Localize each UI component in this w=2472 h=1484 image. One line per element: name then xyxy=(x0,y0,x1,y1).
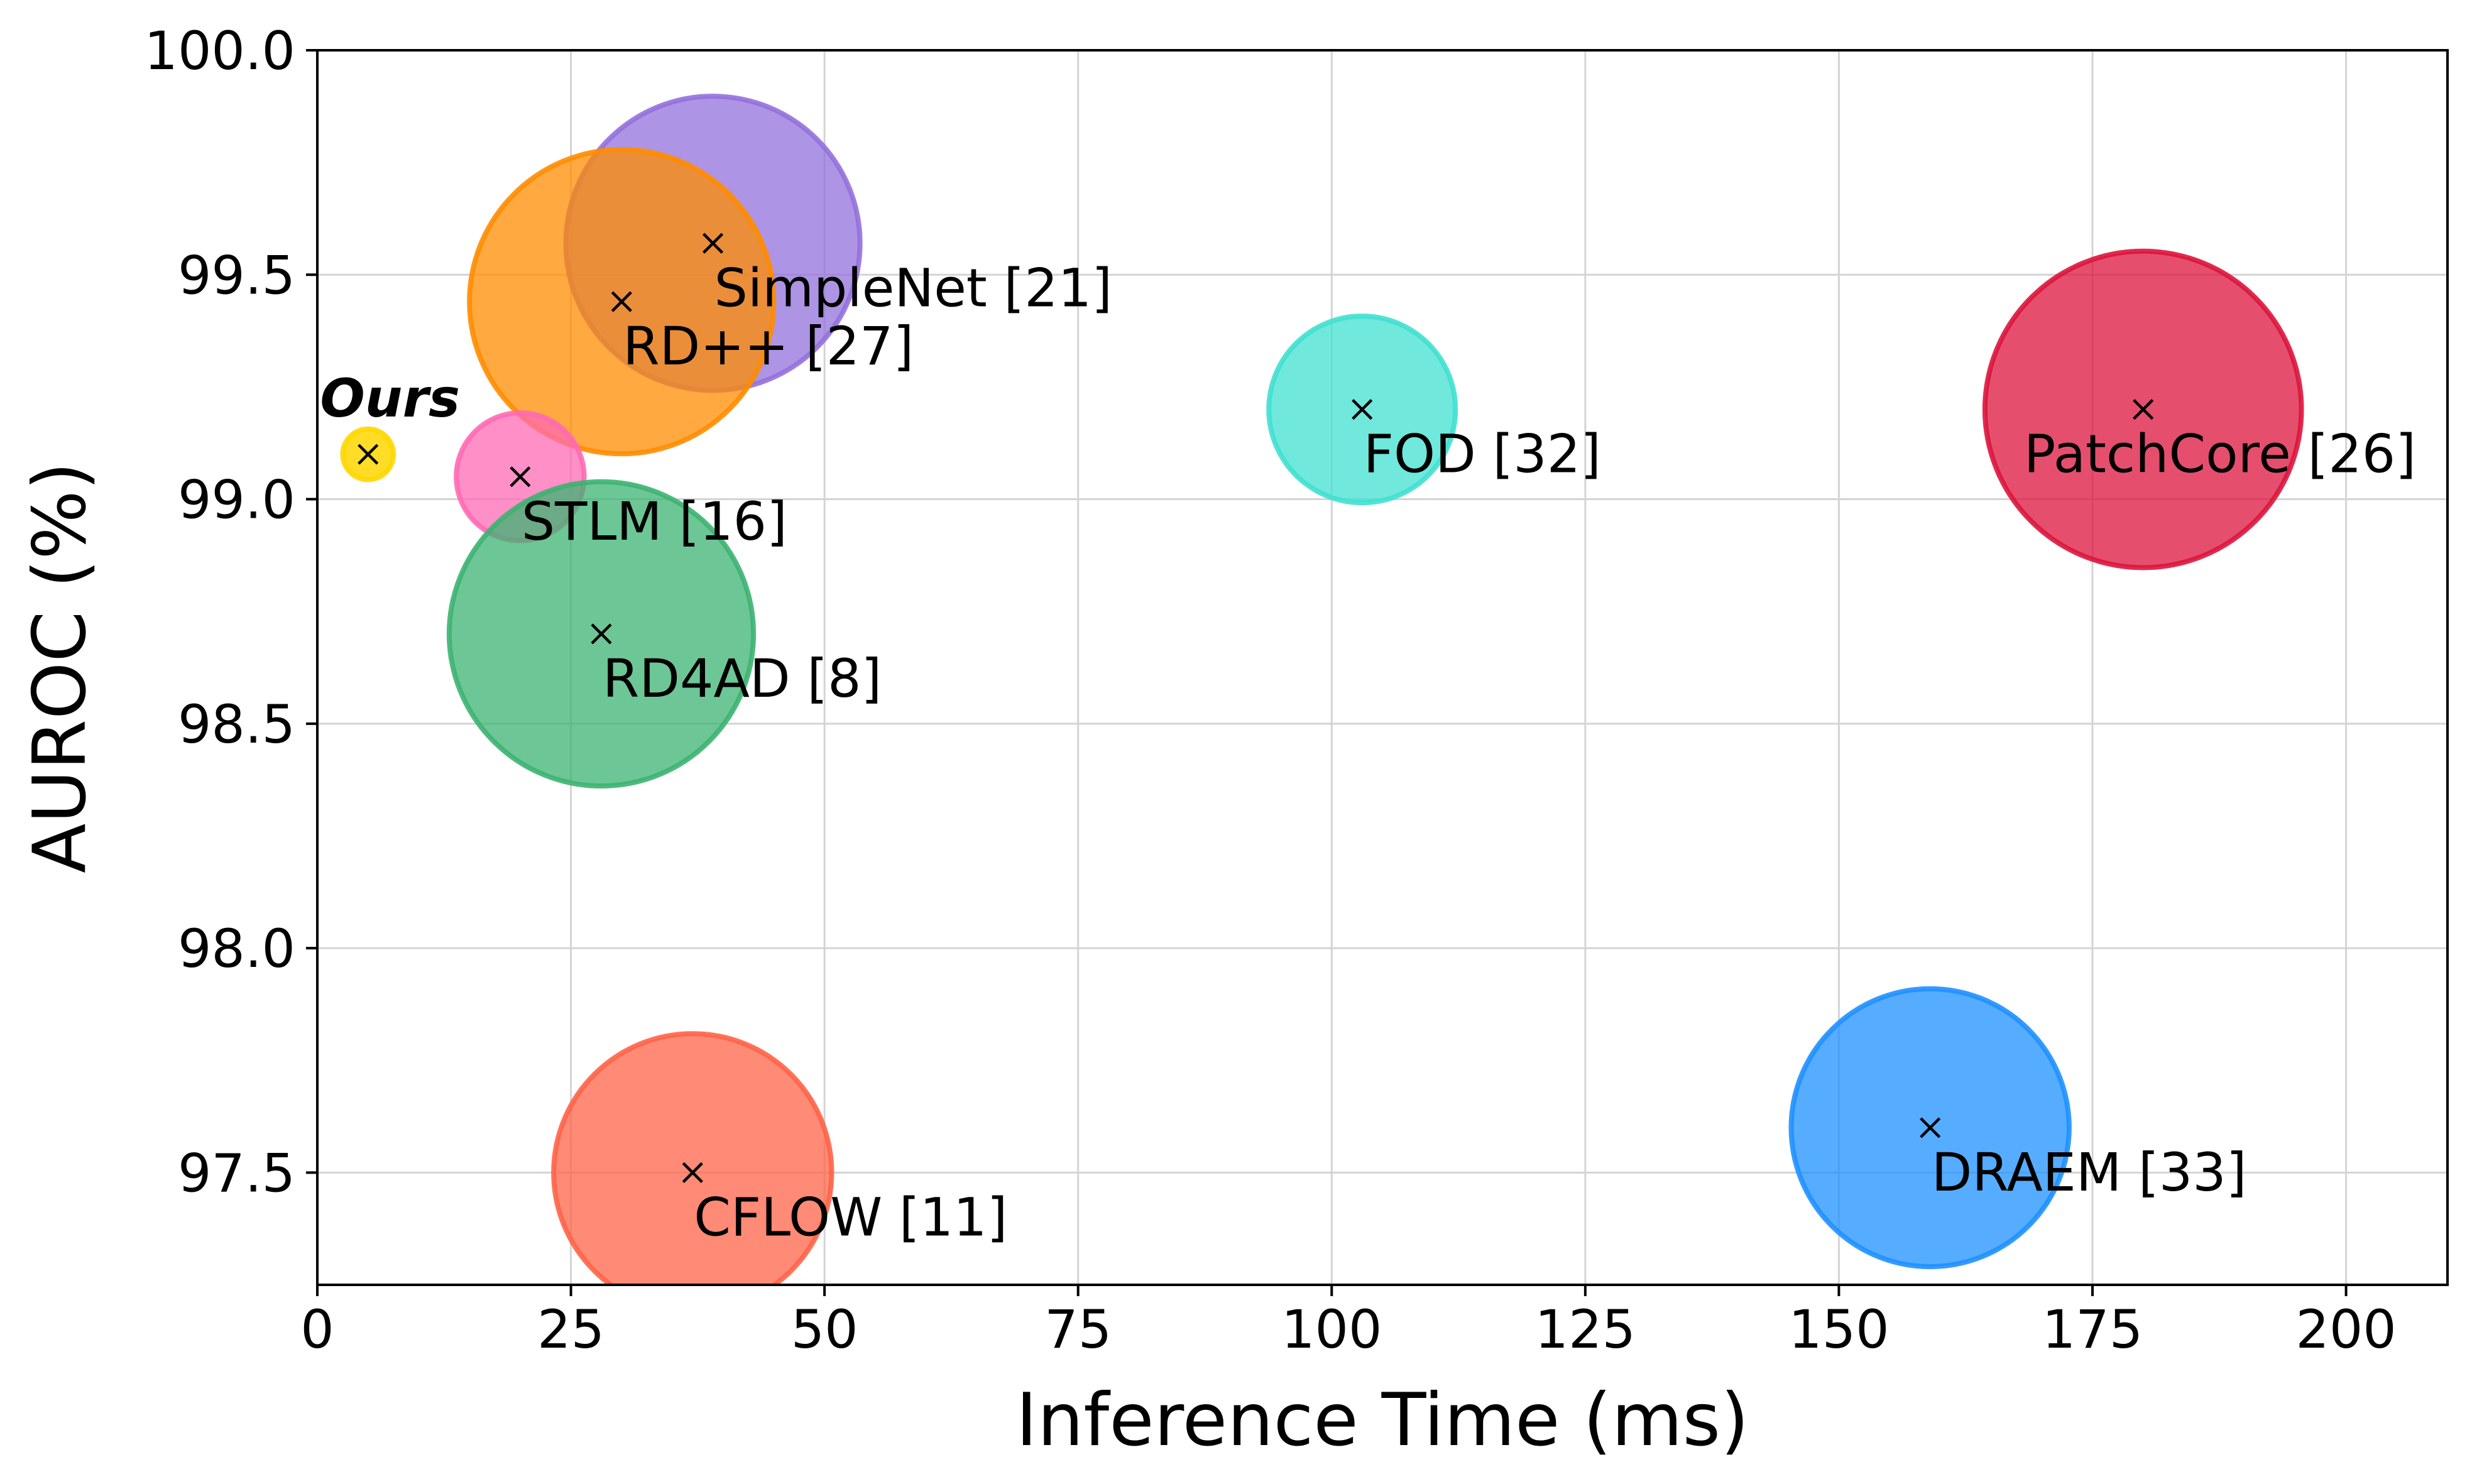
label-ours: Ours xyxy=(320,368,460,429)
y-tick-label: 98.0 xyxy=(178,918,295,979)
x-tick-label: 75 xyxy=(1044,1299,1112,1360)
center-mark-simplenet-21 xyxy=(702,232,724,254)
label-rd4ad-8: RD4AD [8] xyxy=(603,648,882,709)
y-tick-label: 97.5 xyxy=(178,1142,295,1204)
label-draem-33: DRAEM [33] xyxy=(1932,1142,2247,1203)
center-mark-ours xyxy=(358,444,379,465)
bubble-labels: SimpleNet [21]RD++ [27] Ours STLM [16] RD4A… xyxy=(320,257,2416,1248)
center-mark-stlm-16 xyxy=(510,466,531,488)
plot-frame xyxy=(316,49,2449,1286)
x-tick-label: 100 xyxy=(1281,1299,1382,1360)
y-tick-label: 100.0 xyxy=(145,20,295,82)
center-mark-cflow-11 xyxy=(682,1162,703,1183)
y-tick-label: 98.5 xyxy=(178,694,295,755)
bubble-cflow-11 xyxy=(551,1031,834,1285)
label-fod-32: FOD [32] xyxy=(1364,423,1601,485)
x-tick-label: 25 xyxy=(537,1299,604,1360)
y-tick-label: 99.0 xyxy=(178,469,295,531)
center-mark-rd-27 xyxy=(611,291,632,312)
label-simplenet-21: SimpleNet [21] xyxy=(714,257,1112,319)
y-axis-label: AUROC (%) xyxy=(18,462,102,873)
x-tick-label: 200 xyxy=(2295,1299,2396,1360)
x-tick-label: 50 xyxy=(791,1299,858,1360)
label-cflow-11: CFLOW [11] xyxy=(694,1186,1007,1248)
center-mark-rd4ad-8 xyxy=(591,623,612,645)
center-mark-draem-33 xyxy=(1920,1117,1941,1138)
center-mark-fod-32 xyxy=(1352,399,1373,420)
label-rd-27: RD++ [27] xyxy=(623,315,914,377)
x-tick-label: 150 xyxy=(1788,1299,1889,1360)
x-tick-label: 0 xyxy=(300,1299,334,1360)
center-mark-patchcore-26 xyxy=(2133,399,2154,420)
axis-ticks: 0 25 50 75 100 125 150 175 200 97.5 98.0 98.5 99.0 99… xyxy=(145,20,2397,1360)
center-markers xyxy=(358,232,2154,1183)
label-patchcore-26: PatchCore [26] xyxy=(2024,423,2416,485)
x-tick-label: 125 xyxy=(1535,1299,1636,1360)
y-tick-label: 99.5 xyxy=(178,244,295,306)
x-tick-label: 175 xyxy=(2042,1299,2143,1360)
x-axis-label: Inference Time (ms) xyxy=(1016,1378,1749,1463)
label-stlm-16: STLM [16] xyxy=(522,491,787,552)
